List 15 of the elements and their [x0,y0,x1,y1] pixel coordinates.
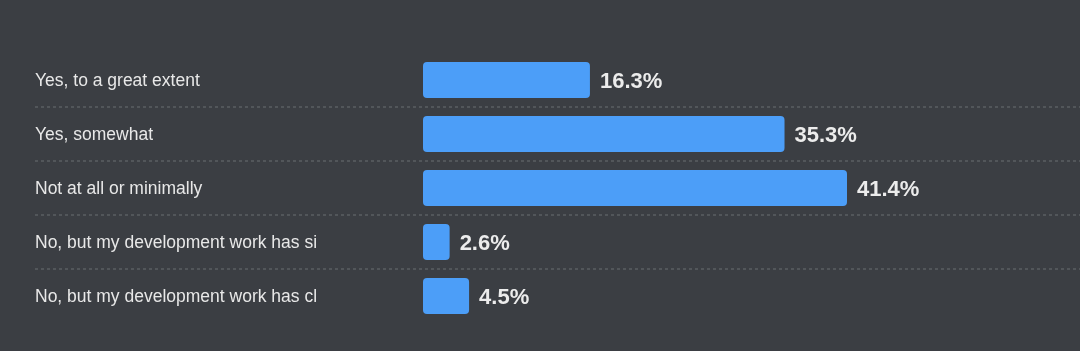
y-tick-label: Yes, to a great extent [35,70,200,90]
data-label: 41.4% [857,175,920,201]
bar [423,61,590,99]
y-tick-label: No, but my development work has si [35,232,318,252]
y-tick-label: Not at all or minimally [35,178,203,198]
bar [423,115,785,153]
data-label: 16.3% [599,67,663,93]
y-tick-label: No, but my development work has cl [35,286,318,306]
bar [423,169,847,207]
y-tick-label: Yes, somewhat [35,124,154,144]
data-label: 4.5% [479,283,530,309]
bar [423,277,470,315]
bar [423,223,450,261]
data-label: 35.3% [794,121,857,147]
data-label: 2.6% [459,229,510,255]
